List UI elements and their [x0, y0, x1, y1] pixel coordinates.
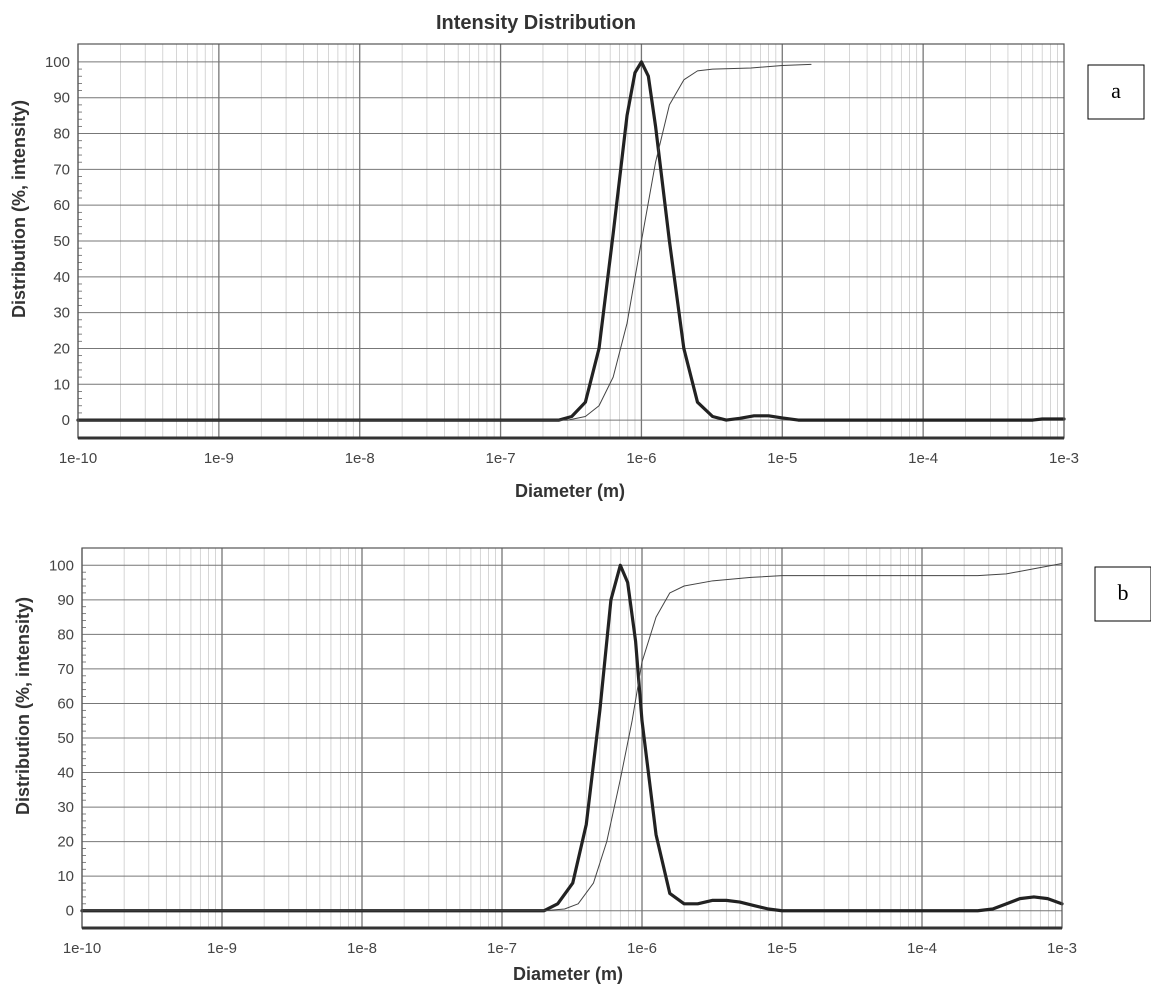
chart-panel-b: 1e-10 1e-9 1e-8 1e-7 1e-6 1e-5 1e-4 1e-3 0 10 20 30… [13, 547, 1151, 984]
cumulative-distribution-line [77, 63, 812, 421]
ticks-b: 1e-10 1e-9 1e-8 1e-7 1e-6 1e-5 1e-4 1e-3 0 10 20 30… [49, 557, 1077, 957]
y-tick-label: 30 [53, 305, 70, 322]
x-axis-label-a: Diameter (m) [515, 481, 625, 501]
y-tick-label: 70 [57, 661, 74, 678]
intensity-distribution-line [80, 563, 1064, 913]
x-tick-label: 1e-10 [63, 940, 101, 957]
series-b [80, 563, 1064, 913]
x-tick-label: 1e-4 [908, 450, 938, 467]
chart-title: Intensity Distribution [436, 12, 636, 34]
x-tick-label: 1e-6 [626, 450, 656, 467]
x-tick-label: 1e-9 [204, 450, 234, 467]
y-tick-label: 90 [57, 592, 74, 609]
y-tick-label: 30 [57, 799, 74, 816]
y-tick-label: 0 [62, 412, 70, 429]
y-tick-label: 40 [53, 269, 70, 286]
frame-b [81, 547, 1063, 930]
y-tick-label: 10 [57, 868, 74, 885]
y-tick-label: 50 [57, 730, 74, 747]
intensity-distribution-line [76, 60, 1066, 422]
x-tick-label: 1e-9 [207, 940, 237, 957]
x-tick-label: 1e-5 [767, 940, 797, 957]
grid-a [77, 44, 1064, 438]
y-tick-label: 60 [57, 695, 74, 712]
y-tick-label: 90 [53, 90, 70, 107]
x-tick-label: 1e-5 [767, 450, 797, 467]
chart-panel-a: 1e-10 1e-9 1e-8 1e-7 1e-6 1e-5 1e-4 1e-3 0 10 20 30… [9, 43, 1145, 501]
y-tick-label: 20 [57, 834, 74, 851]
y-tick-label: 100 [49, 557, 74, 574]
x-tick-label: 1e-7 [486, 450, 516, 467]
y-tick-label: 40 [57, 765, 74, 782]
y-tick-label: 50 [53, 233, 70, 250]
x-tick-label: 1e-3 [1047, 940, 1077, 957]
y-axis-label-a: Distribution (%, intensity) [9, 100, 29, 318]
y-tick-label: 70 [53, 161, 70, 178]
x-tick-label: 1e-3 [1049, 450, 1079, 467]
x-tick-label: 1e-8 [347, 940, 377, 957]
y-tick-label: 20 [53, 340, 70, 357]
y-tick-label: 100 [45, 54, 70, 71]
panel-tag-a: a [1111, 78, 1121, 103]
y-tick-label: 60 [53, 197, 70, 214]
x-tick-label: 1e-7 [487, 940, 517, 957]
x-tick-label: 1e-10 [59, 450, 97, 467]
panel-tag-b: b [1118, 580, 1129, 605]
cumulative-distribution-line [81, 563, 1063, 912]
x-tick-label: 1e-4 [907, 940, 937, 957]
grid-b [81, 548, 1062, 928]
y-tick-label: 10 [53, 376, 70, 393]
x-tick-label: 1e-8 [345, 450, 375, 467]
series-a [76, 60, 1066, 422]
x-tick-label: 1e-6 [627, 940, 657, 957]
y-tick-label: 0 [66, 903, 74, 920]
y-tick-label: 80 [53, 126, 70, 143]
ticks-a: 1e-10 1e-9 1e-8 1e-7 1e-6 1e-5 1e-4 1e-3 0 10 20 30… [45, 54, 1079, 467]
x-axis-label-b: Diameter (m) [513, 964, 623, 984]
panel-tag-box-a [1087, 64, 1145, 120]
panel-tag-box-b [1094, 566, 1151, 622]
y-tick-label: 80 [57, 626, 74, 643]
frame-a [77, 43, 1065, 440]
y-axis-label-b: Distribution (%, intensity) [13, 597, 33, 815]
